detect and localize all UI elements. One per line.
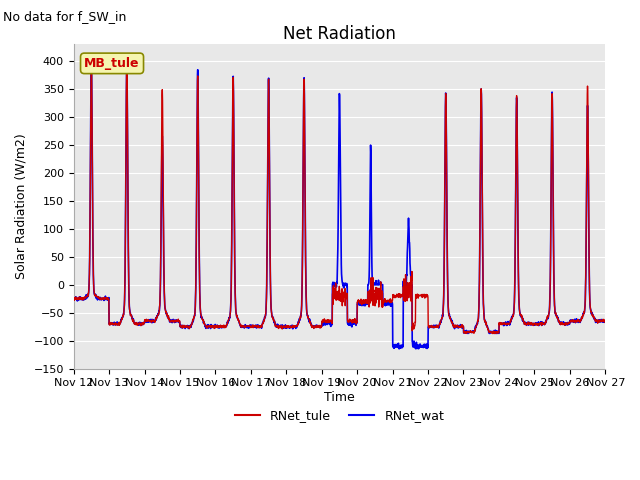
RNet_tule bbox=[218, 324, 226, 329]
RNet_tule bbox=[602, 320, 609, 325]
Text: No data for f_SW_in: No data for f_SW_in bbox=[3, 10, 127, 23]
X-axis label: Time: Time bbox=[324, 391, 355, 404]
RNet_wat bbox=[367, 156, 374, 162]
RNet_wat bbox=[218, 324, 226, 330]
RNet_wat bbox=[355, 301, 363, 307]
RNet_tule bbox=[489, 331, 497, 336]
RNet_wat bbox=[88, 61, 95, 67]
Title: Net Radiation: Net Radiation bbox=[283, 24, 396, 43]
RNet_tule bbox=[355, 299, 363, 304]
RNet_wat bbox=[70, 295, 77, 300]
RNet_wat bbox=[555, 318, 563, 324]
RNet_tule bbox=[555, 317, 563, 323]
Text: MB_tule: MB_tule bbox=[84, 57, 140, 70]
Legend: RNet_tule, RNet_wat: RNet_tule, RNet_wat bbox=[230, 404, 449, 427]
RNet_wat bbox=[602, 318, 609, 324]
RNet_tule bbox=[88, 58, 95, 63]
Line: RNet_tule: RNet_tule bbox=[74, 60, 605, 334]
Line: RNet_wat: RNet_wat bbox=[74, 64, 605, 349]
RNet_tule bbox=[70, 297, 77, 302]
Y-axis label: Solar Radiation (W/m2): Solar Radiation (W/m2) bbox=[15, 133, 28, 279]
RNet_wat bbox=[494, 330, 502, 336]
RNet_tule bbox=[570, 318, 577, 324]
RNet_tule bbox=[367, 300, 374, 306]
RNet_tule bbox=[494, 329, 502, 335]
RNet_wat bbox=[570, 318, 577, 324]
RNet_wat bbox=[412, 346, 420, 352]
